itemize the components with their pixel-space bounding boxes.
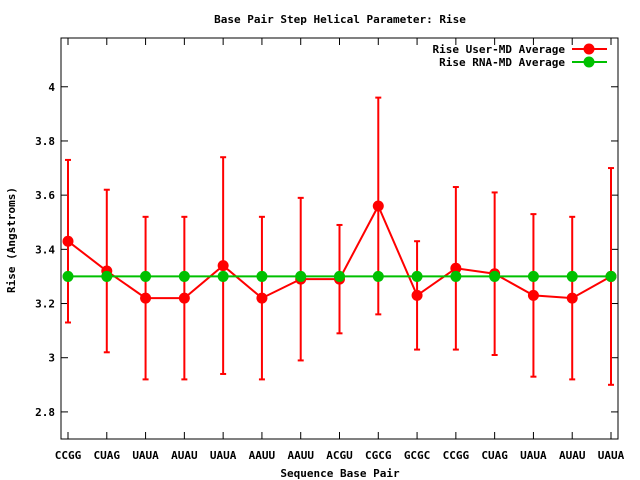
data-point xyxy=(140,270,152,282)
data-point xyxy=(450,270,462,282)
x-tick-label: UAUA xyxy=(598,449,625,462)
y-axis-ticks: 2.8 3 3.2 3.4 3.6 3.8 4 xyxy=(35,81,618,419)
y-tick-label: 3 xyxy=(48,352,55,365)
x-tick-label: GCGC xyxy=(404,449,431,462)
x-tick-label: CGCG xyxy=(365,449,392,462)
data-point xyxy=(372,200,384,212)
data-point xyxy=(62,235,74,247)
x-tick-label: CUAG xyxy=(94,449,121,462)
x-tick-label: AAUU xyxy=(249,449,276,462)
x-axis-ticks: CCGG CUAG UAUA AUAU UAUA AAUU AAUU ACGU CGCG GCGC… xyxy=(55,38,625,462)
data-point xyxy=(527,289,539,301)
y-tick-label: 2.8 xyxy=(35,406,55,419)
data-point xyxy=(217,260,229,272)
data-point xyxy=(372,270,384,282)
legend-label: Rise RNA-MD Average xyxy=(439,56,565,69)
x-tick-label: UAUA xyxy=(210,449,237,462)
x-tick-label: CCGG xyxy=(55,449,82,462)
y-tick-label: 3.2 xyxy=(35,298,55,311)
data-point xyxy=(217,270,229,282)
data-point xyxy=(566,270,578,282)
data-point xyxy=(489,270,501,282)
x-tick-label: UAUA xyxy=(520,449,547,462)
y-tick-label: 3.6 xyxy=(35,189,55,202)
legend-marker xyxy=(583,43,595,55)
x-tick-label: CUAG xyxy=(481,449,508,462)
data-point xyxy=(62,270,74,282)
data-point xyxy=(256,270,268,282)
data-point xyxy=(101,270,113,282)
x-tick-label: UAUA xyxy=(132,449,159,462)
x-tick-label: AUAU xyxy=(559,449,586,462)
y-tick-label: 3.4 xyxy=(35,243,55,256)
data-point xyxy=(527,270,539,282)
x-tick-label: AUAU xyxy=(171,449,198,462)
data-point xyxy=(295,270,307,282)
legend-marker xyxy=(583,56,595,68)
data-point xyxy=(411,270,423,282)
chart-title: Base Pair Step Helical Parameter: Rise xyxy=(214,13,466,26)
series-2 xyxy=(62,270,617,282)
data-point xyxy=(334,270,345,282)
data-point xyxy=(140,292,152,304)
data-point xyxy=(411,289,423,301)
x-tick-label: AAUU xyxy=(287,449,314,462)
x-tick-label: CCGG xyxy=(443,449,470,462)
data-point xyxy=(178,270,190,282)
y-tick-label: 3.8 xyxy=(35,135,55,148)
legend-label: Rise User-MD Average xyxy=(433,43,566,56)
x-axis-label: Sequence Base Pair xyxy=(280,467,400,480)
y-axis-label: Rise (Angstroms) xyxy=(5,187,18,293)
series-layer xyxy=(62,96,617,386)
x-tick-label: ACGU xyxy=(326,449,353,462)
data-point xyxy=(566,292,578,304)
data-point xyxy=(256,292,268,304)
data-point xyxy=(605,270,617,282)
y-tick-label: 4 xyxy=(48,81,55,94)
data-point xyxy=(450,262,462,274)
error-bars xyxy=(65,96,614,386)
data-point xyxy=(178,292,190,304)
